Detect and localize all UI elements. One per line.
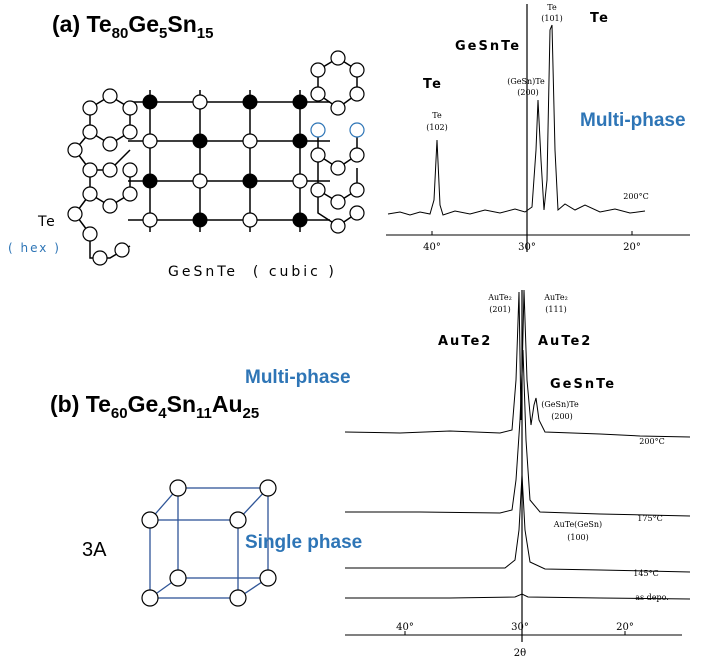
peak-label: (100) <box>567 533 589 542</box>
phase-label: Te <box>423 77 443 92</box>
figure: (a) Te80Ge5Sn15 <box>0 0 715 661</box>
temperature-label: 175°C <box>637 514 662 523</box>
phase-label: GeSnTe <box>455 39 521 54</box>
hex-note: ( hex ) <box>8 241 61 255</box>
peak-label: (102) <box>426 123 448 132</box>
peak-label: (201) <box>489 305 511 314</box>
hex-phase-label: Te <box>37 214 57 230</box>
temperature-label: 200°C <box>639 437 664 446</box>
temperature-label: 145°C <box>633 569 658 578</box>
spectrum-b <box>345 290 690 642</box>
x-tick-label: 40° <box>396 622 414 633</box>
title-part: (a) Te <box>52 11 112 37</box>
title-part: Sn <box>167 11 196 37</box>
peak-label: AuTe₂ <box>487 293 512 302</box>
annotation: Multi-phase <box>580 110 686 131</box>
phase-label: Te <box>590 11 610 26</box>
temperature-label: 200°C <box>623 192 648 201</box>
x-tick-label: 20° <box>616 622 634 633</box>
title-sub: 25 <box>243 405 260 422</box>
peak-label: Te <box>547 3 557 12</box>
peak-label: (101) <box>541 14 563 23</box>
peak-label: (GeSn)Te <box>507 77 545 86</box>
phase-label: GeSnTe <box>550 377 616 392</box>
x-tick-label: 30° <box>511 622 529 633</box>
title-part: (b) Te <box>50 391 111 417</box>
peak-label: (200) <box>551 412 573 421</box>
annotation: Single phase <box>245 532 362 553</box>
structure-label: 3A <box>82 539 107 561</box>
peak-label: (111) <box>545 305 567 314</box>
title-part: Sn <box>167 391 196 417</box>
x-axis-label: 2θ <box>514 648 526 659</box>
x-tick-label: 40° <box>423 242 441 253</box>
peak-label: Te <box>432 111 442 120</box>
title-sub: 80 <box>112 25 129 42</box>
title-part: Au <box>212 391 243 417</box>
phase-label: AuTe2 <box>438 334 492 349</box>
title-part: Ge <box>128 11 159 37</box>
title-sub: 60 <box>111 405 128 422</box>
peak-label: AuTe₂ <box>543 293 568 302</box>
title-sub: 5 <box>159 25 167 42</box>
x-tick-label: 30° <box>518 242 536 253</box>
temperature-label: as depo. <box>635 593 669 602</box>
annotation: Multi-phase <box>245 367 351 388</box>
peak-label: (200) <box>517 88 539 97</box>
x-tick-label: 20° <box>623 242 641 253</box>
peak-label: AuTe(GeSn) <box>553 520 602 529</box>
peak-label: (GeSn)Te <box>541 400 579 409</box>
lattice <box>68 51 364 265</box>
panel-b-title: (b) Te60Ge4Sn11Au25 <box>50 391 259 422</box>
phase-label: AuTe2 <box>538 334 592 349</box>
panel-a-title: (a) Te80Ge5Sn15 <box>52 11 213 42</box>
title-sub: 15 <box>197 25 214 42</box>
title-part: Ge <box>128 391 159 417</box>
cubic-label: GeSnTe ( cubic ) <box>168 264 337 280</box>
title-sub: 11 <box>196 405 212 422</box>
